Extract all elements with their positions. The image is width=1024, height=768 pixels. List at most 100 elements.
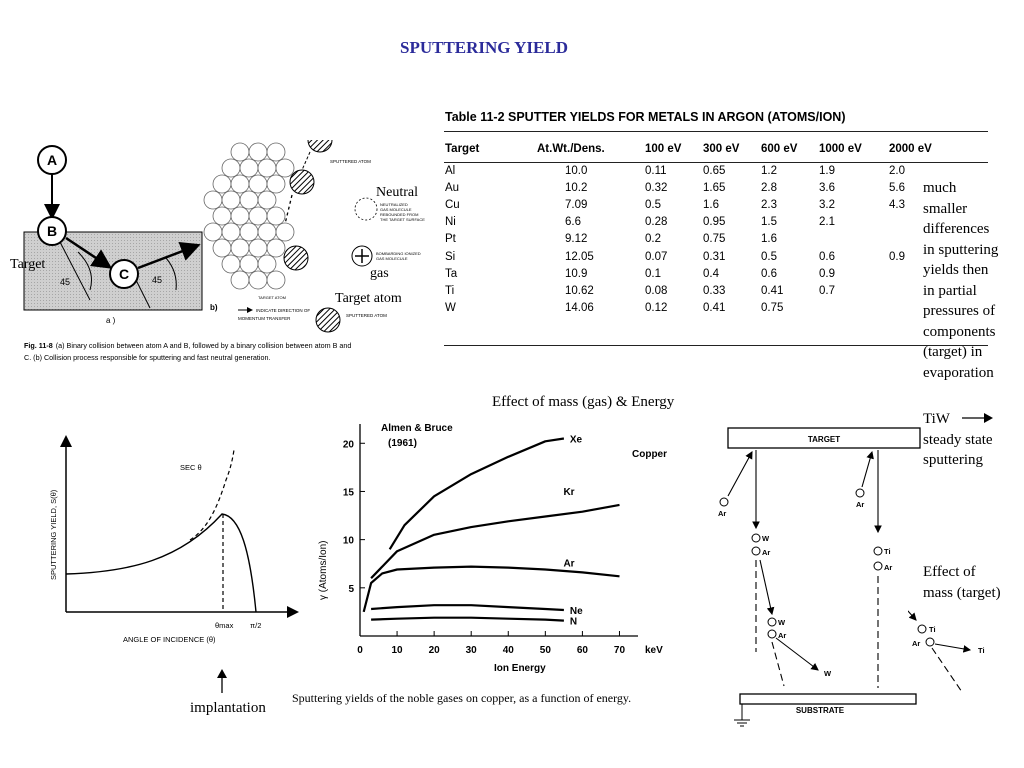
cell-100ev: 0.5 [645, 198, 661, 211]
cell-atwt: 9.12 [565, 233, 588, 246]
x-tick-label: 50 [540, 645, 552, 656]
noble-gas-yield-chart: 5 10 15 20 0 10 20 30 40 50 60 70 Xe Kr Ar NeN Almen &… [318, 423, 667, 674]
cell-100ev: 0.28 [645, 216, 668, 229]
chart-copper-label: Copper [632, 449, 667, 460]
cell-1000ev [819, 231, 889, 248]
target-block-label: TARGET [808, 435, 840, 444]
implantation-arrow [217, 669, 227, 693]
series-label-ne: Ne [570, 606, 583, 617]
atom-c [109, 259, 139, 289]
arrow-legend-line-2: MOMENTUM TRANSFER [238, 316, 291, 321]
target-atom-annotation: Target atom [335, 291, 402, 306]
series-label-ar: Ar [563, 558, 574, 569]
caption-fig-number: Fig. 11-8 [24, 341, 53, 350]
evaporation-line-2: smaller [923, 200, 968, 217]
page-title: SPUTTERING YIELD [400, 38, 568, 57]
cell-target: Ti [445, 284, 455, 297]
cell-600ev: 0.75 [761, 302, 784, 315]
evaporation-line-5: yields then [923, 262, 989, 278]
cell-target: Si [445, 250, 456, 263]
cell-atwt: 14.06 [565, 302, 594, 315]
atom-a-label: A [47, 152, 57, 168]
w-atom-2-label: W [778, 618, 786, 627]
x-tick-label: 40 [503, 645, 515, 656]
y-tick-label: 15 [343, 487, 355, 498]
ar-atom-2 [767, 629, 777, 639]
neutral-annotation: Neutral [376, 185, 418, 200]
ar-atom-3 [873, 561, 883, 571]
evaporation-line-8: components [923, 323, 996, 340]
evaporation-line-1: much [923, 180, 957, 196]
cell-atwt: 6.6 [565, 216, 581, 229]
cell-300ev: 0.31 [703, 250, 726, 263]
atom-a [37, 145, 67, 175]
series-line-xe [388, 437, 565, 550]
tiw-note: TiW steady state sputtering [923, 409, 993, 471]
cell-1000ev: 0.7 [819, 284, 835, 297]
atom-b [37, 216, 67, 246]
header-target: Target [445, 143, 480, 155]
series-label-kr: Kr [563, 487, 574, 498]
evaporation-line-10: evaporation [923, 364, 994, 381]
series-line-kr [370, 503, 620, 579]
sec-theta-label: SEC θ [180, 463, 202, 472]
mass-target-line-1: Effect of [923, 564, 976, 580]
ti-sputtered-label: Ti [978, 646, 985, 655]
arrow-legend-line-1: INDICATE DIRECTION OF [256, 308, 310, 313]
ar-ion-left-label: Ar [718, 509, 726, 518]
caption-text: (a) Binary collision between atom A and … [56, 341, 352, 350]
neutral-molecule [354, 197, 378, 221]
mass-energy-caption: Effect of mass (gas) & Energy [492, 394, 675, 410]
target-substrate-schematic: TARGET SUBSTRATE Ar W Ar W Ar W Ar Ti Ar [718, 427, 921, 727]
cell-300ev: 0.65 [703, 164, 726, 177]
chart-xlabel: Ion Energy [494, 663, 546, 674]
header-600ev: 600 eV [761, 143, 798, 155]
cell-2000ev: 5.6 [889, 181, 905, 194]
chart-caption: Sputtering yields of the noble gases on … [292, 691, 632, 705]
cell-2000ev: 0.9 [889, 250, 905, 263]
series-line-ar [362, 565, 620, 613]
cell-1000ev: 0.6 [819, 250, 835, 263]
table-body: Al 10.0 0.11 0.65 1.2 1.9 2.0 Au 10.2 0.32 1.65 2.8… [445, 162, 932, 317]
y-tick-label: 5 [348, 584, 354, 595]
series-label-n: N [570, 617, 577, 628]
cell-600ev: 2.3 [761, 198, 777, 211]
cell-600ev: 2.8 [761, 181, 777, 194]
panel-b-label: b) [210, 303, 218, 312]
cell-100ev: 0.32 [645, 181, 668, 194]
ar-ion-left [719, 497, 729, 507]
target-atom-small-label: TARGET ATOM [258, 295, 286, 300]
cell-300ev: 0.4 [703, 267, 719, 280]
caption-text-2: C. (b) Collision process responsible for… [24, 353, 271, 362]
cell-2000ev: 2.0 [889, 164, 905, 177]
header-2000ev: 2000 eV [889, 143, 932, 155]
target-annotation: Target [10, 257, 46, 272]
ti-atom-2 [917, 624, 927, 634]
panel-a-label: a ) [106, 316, 116, 325]
tiw-line-2: steady state [923, 431, 993, 448]
angle-ylabel: SPUTTERING YIELD, S(θ) [49, 489, 58, 580]
cell-atwt: 7.09 [565, 198, 588, 211]
neutral-line-3: REBOUNDED FROM [380, 212, 418, 217]
cell-1000ev [819, 300, 889, 317]
target-block [727, 427, 921, 449]
cell-1000ev: 2.1 [819, 216, 835, 229]
cell-target: Al [445, 164, 456, 177]
cell-1000ev: 1.9 [819, 164, 835, 177]
neutral-line-4: THE TARGET SURFACE [380, 217, 425, 222]
header-atwt: At.Wt./Dens. [537, 143, 605, 155]
substrate-block [739, 693, 917, 705]
chart-title: Almen & Bruce [381, 423, 453, 434]
table-top-rule [444, 131, 988, 132]
cell-target: Ta [445, 267, 458, 280]
ar-ion-right [855, 488, 865, 498]
table-row: Si 12.05 0.07 0.31 0.5 0.6 0.9 [445, 248, 932, 265]
cell-1000ev: 3.2 [819, 198, 835, 211]
cell-target: Ni [445, 216, 456, 229]
mass-target-line-2: mass (target) [923, 584, 1001, 601]
y-tick-label: 20 [343, 439, 355, 450]
chart-xunit: keV [645, 645, 663, 656]
mass-target-note: Effect of mass (target) [923, 562, 1001, 603]
table-title: Table 11-2 SPUTTER YIELDS FOR METALS IN … [445, 110, 846, 124]
table-row: Cu 7.09 0.5 1.6 2.3 3.2 4.3 [445, 196, 932, 213]
